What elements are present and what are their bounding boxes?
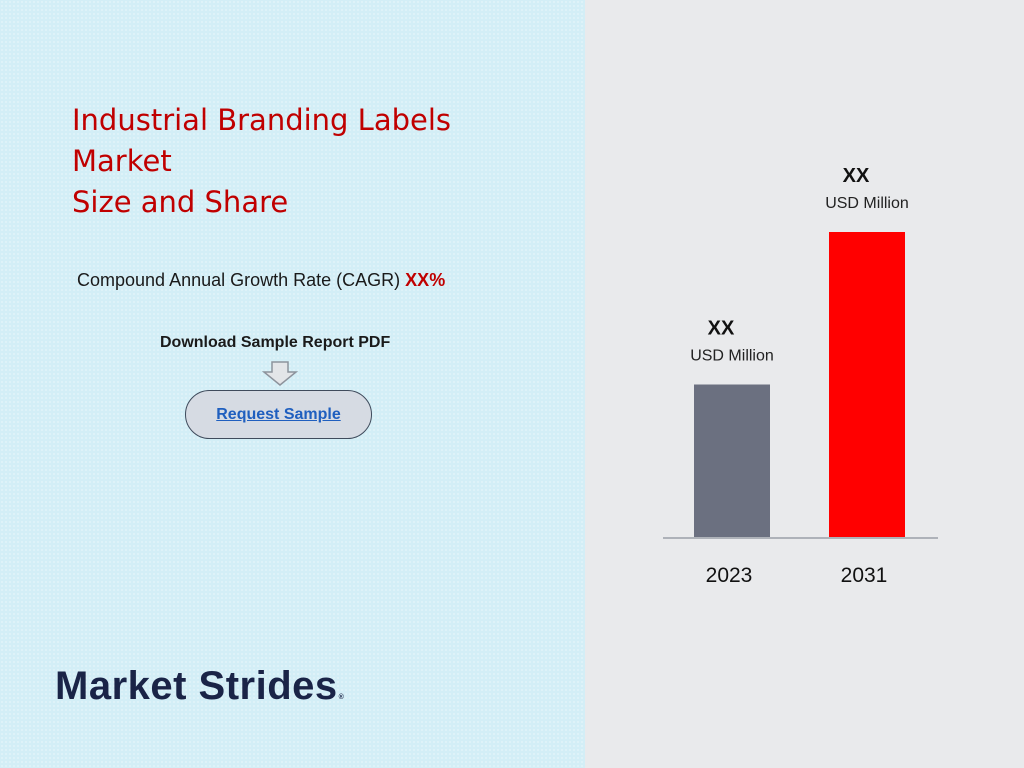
right-panel <box>585 0 1024 768</box>
cagr-text: Compound Annual Growth Rate (CAGR) XX% <box>77 270 445 291</box>
request-sample-button[interactable]: Request Sample <box>185 390 372 439</box>
x-tick-label-2031: 2031 <box>841 564 888 587</box>
logo-text: Market Strides <box>55 664 338 708</box>
market-strides-logo: Market Strides® <box>55 664 344 709</box>
title-line-3: Size and Share <box>72 185 289 219</box>
value-label-2031: XX <box>843 165 870 187</box>
registered-mark: ® <box>338 694 345 701</box>
cagr-label: Compound Annual Growth Rate (CAGR) <box>77 270 401 290</box>
title-line-2: Market <box>72 144 172 178</box>
page-title: Industrial Branding Labels Market Size a… <box>72 100 492 223</box>
unit-label-2031: USD Million <box>825 195 909 212</box>
x-tick-label-2023: 2023 <box>706 564 753 587</box>
bar-2031 <box>829 232 905 537</box>
bar-2023 <box>694 384 770 537</box>
cagr-value: XX <box>405 270 430 290</box>
download-label: Download Sample Report PDF <box>160 334 391 351</box>
title-line-1: Industrial Branding Labels <box>72 103 452 137</box>
down-arrow-icon <box>262 361 298 386</box>
unit-label-2023: USD Million <box>690 348 774 365</box>
cagr-suffix: % <box>429 270 446 290</box>
left-panel <box>0 0 585 768</box>
value-label-2023: XX <box>708 318 735 340</box>
